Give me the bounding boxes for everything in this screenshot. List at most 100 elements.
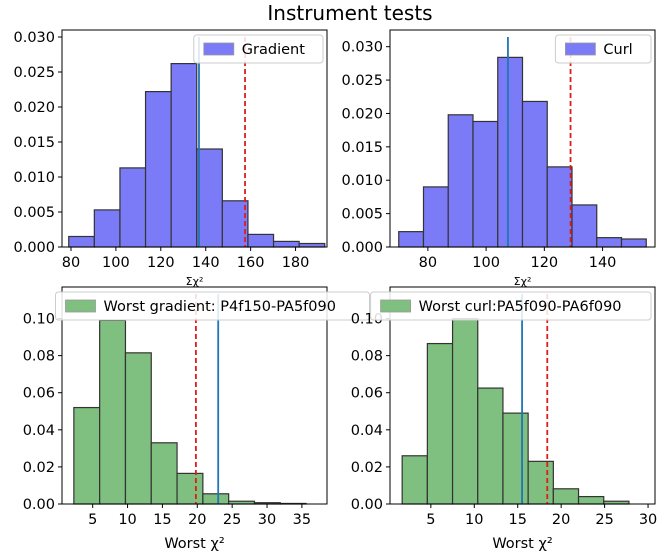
x-tick-label: 15 — [508, 512, 526, 528]
histogram-bar — [150, 442, 178, 505]
x-tick-label: 25 — [223, 512, 241, 528]
histogram-bar — [447, 114, 474, 248]
histogram-bar — [502, 412, 529, 505]
y-tick-label: 0.000 — [341, 240, 383, 256]
y-tick-label: 0.025 — [13, 65, 55, 81]
y-tick-label: 0.00 — [351, 497, 383, 513]
y-tick-label: 0.020 — [13, 100, 55, 116]
x-tick-label: 80 — [62, 255, 80, 271]
x-axis-label: Σχ² — [186, 275, 204, 288]
histogram-bar — [451, 317, 479, 505]
histogram-bar — [124, 352, 152, 505]
histogram-bar — [426, 342, 454, 505]
x-tick-label: 20 — [188, 512, 206, 528]
histogram-bar — [477, 387, 504, 505]
legend-label: Gradient — [242, 42, 305, 58]
histogram-bar — [176, 472, 204, 505]
x-tick-label: 140 — [192, 255, 220, 271]
y-tick-label: 0.005 — [341, 207, 383, 223]
panel-4: 0.000.020.040.060.080.105 10 15 20 25 30Worst… — [351, 286, 657, 552]
histogram-bar — [99, 319, 127, 505]
legend: Curl — [554, 34, 652, 64]
histogram-bar — [422, 186, 449, 248]
x-axis-label: Worst χ² — [492, 536, 552, 552]
histogram-bar — [170, 62, 198, 248]
panel-2: 0.000 0.005 0.010 0.015 0.020 0.025 0.030 80 100… — [341, 29, 656, 288]
histogram-bar — [546, 166, 573, 248]
legend-swatch — [203, 42, 235, 56]
legend-swatch — [380, 299, 412, 313]
y-tick-label: 0.000 — [13, 240, 55, 256]
histogram-bar — [119, 167, 147, 248]
y-tick-label: 0.08 — [351, 349, 383, 365]
histogram-bar — [527, 460, 554, 505]
histogram-bar — [552, 488, 580, 505]
x-tick-label: 30 — [258, 512, 276, 528]
y-tick-label: 0.030 — [13, 30, 55, 46]
histogram-bar — [401, 455, 428, 505]
x-tick-label: 15 — [153, 512, 171, 528]
histogram-bar — [577, 495, 605, 505]
histogram-bar — [596, 237, 623, 248]
y-tick-label: 0.025 — [341, 73, 383, 89]
x-tick-label: 100 — [102, 255, 130, 271]
y-tick-label: 0.04 — [23, 423, 55, 439]
legend-box — [193, 34, 324, 64]
x-tick-label: 30 — [639, 512, 657, 528]
histogram-bar — [68, 235, 95, 248]
histogram-bar — [620, 238, 647, 248]
y-tick-label: 0.030 — [341, 40, 383, 56]
axes-frame — [61, 286, 328, 505]
x-tick-label: 10 — [118, 512, 136, 528]
x-tick-label: 20 — [552, 512, 570, 528]
histogram-bar — [73, 406, 101, 505]
x-tick-label: 35 — [293, 512, 311, 528]
y-tick-label: 0.02 — [23, 460, 55, 476]
axes-frame — [389, 286, 656, 505]
x-tick-label: 100 — [472, 255, 500, 271]
y-tick-label: 0.06 — [23, 386, 55, 402]
histogram-bar — [571, 204, 598, 248]
legend-box — [370, 291, 652, 321]
histogram-bar — [196, 148, 223, 248]
y-tick-label: 0.02 — [351, 460, 383, 476]
histogram-bar — [398, 231, 425, 248]
y-tick-label: 0.06 — [351, 386, 383, 402]
x-tick-label: 80 — [419, 255, 437, 271]
x-tick-label: 10 — [465, 512, 483, 528]
histogram-bar — [93, 209, 121, 248]
y-tick-label: 0.015 — [341, 140, 383, 156]
x-tick-label: 25 — [595, 512, 613, 528]
legend-box — [55, 291, 370, 321]
x-axis-label: Σχ² — [514, 275, 532, 288]
axes-frame — [389, 29, 656, 248]
panel-1: 0.000 0.005 0.010 0.015 0.020 0.025 0.030 80 100… — [13, 29, 328, 288]
legend-box — [554, 34, 652, 64]
histogram-bar — [144, 90, 172, 248]
figure-title: Instrument tests — [267, 1, 432, 25]
histogram-bar — [221, 200, 249, 248]
histogram-bar — [298, 242, 326, 248]
y-tick-label: 0.010 — [341, 173, 383, 189]
legend-label: Worst gradient: P4f150-PA5f090 — [104, 299, 336, 315]
x-tick-label: 180 — [282, 255, 310, 271]
legend-swatch — [565, 42, 596, 56]
axes-frame — [61, 29, 328, 248]
histogram-bar — [497, 56, 524, 248]
histogram-bar — [272, 240, 300, 248]
histogram-bar — [202, 493, 230, 505]
y-tick-label: 0.020 — [341, 106, 383, 122]
legend-label: Curl — [603, 42, 632, 58]
legend-label: Worst curl:PA5f090-PA6f090 — [419, 299, 622, 315]
y-tick-label: 0.010 — [13, 170, 55, 186]
x-tick-label: 140 — [589, 255, 617, 271]
histogram-bar — [472, 120, 499, 248]
y-tick-label: 0.00 — [23, 497, 55, 513]
histogram-bar — [521, 100, 548, 248]
x-tick-label: 120 — [530, 255, 558, 271]
x-tick-label: 160 — [237, 255, 265, 271]
y-tick-label: 0.015 — [13, 135, 55, 151]
legend: Worst gradient: P4f150-PA5f090 — [55, 291, 370, 321]
